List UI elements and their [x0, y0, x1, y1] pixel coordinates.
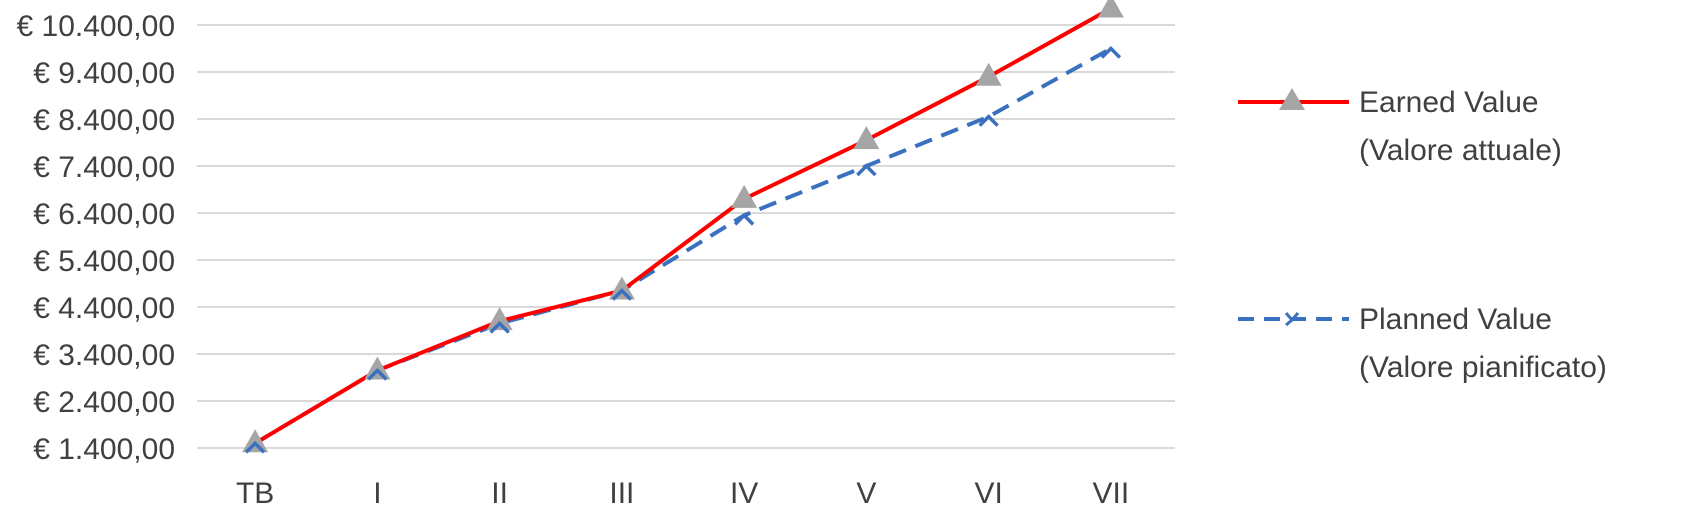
y-tick-label: € 9.400,00 [33, 57, 175, 90]
legend-label-planned-value-line2: (Valore pianificato) [1359, 351, 1607, 384]
x-tick-label: V [856, 477, 876, 510]
y-tick-label: € 8.400,00 [33, 104, 175, 137]
y-tick-label: € 2.400,00 [33, 386, 175, 419]
x-tick-label: I [373, 477, 381, 510]
legend-label-planned-value-line1: Planned Value [1359, 303, 1552, 336]
legend-label-earned-value-line1: Earned Value [1359, 86, 1539, 119]
y-tick-label: € 5.400,00 [33, 245, 175, 278]
legend-label-earned-value-line2: (Valore attuale) [1359, 134, 1562, 167]
legend: Earned Value (Valore attuale) Planned Va… [1238, 86, 1607, 384]
series-markers [242, 0, 1124, 454]
earned-value-point [853, 126, 880, 150]
x-axis-tick-labels: TB I II III IV V VI VII [236, 477, 1129, 510]
planned-value-point [367, 367, 388, 381]
earned-value-point [486, 307, 513, 331]
y-tick-label: € 3.400,00 [33, 339, 175, 372]
planned-value-point [489, 320, 510, 334]
x-tick-label: TB [236, 477, 274, 510]
legend-marker-earned-value [1279, 88, 1305, 110]
legend-marker-planned-value [1284, 312, 1300, 327]
y-tick-label: € 7.400,00 [33, 151, 175, 184]
x-tick-label: II [491, 477, 508, 510]
gridlines [197, 24, 1175, 449]
series-lines [254, 6, 1112, 446]
planned-value-point [611, 288, 633, 301]
earned-value-point [242, 429, 269, 453]
earned-value-point [731, 184, 758, 208]
x-tick-label: VI [974, 477, 1002, 510]
planned-value-point [978, 114, 999, 127]
planned-value-point [1100, 46, 1122, 59]
y-tick-label: € 4.400,00 [33, 292, 175, 325]
series-line-earned-value [254, 6, 1112, 446]
earned-value-point [1097, 0, 1124, 18]
earned-value-point [364, 356, 391, 380]
earned-value-point [608, 276, 635, 300]
y-tick-label: € 1.400,00 [33, 433, 175, 466]
y-tick-label: € 10.400,00 [17, 10, 175, 43]
planned-value-point [733, 212, 755, 226]
x-tick-label: VII [1093, 477, 1130, 510]
planned-value-point [856, 163, 877, 177]
y-tick-label: € 6.400,00 [33, 198, 175, 231]
legend-entry-earned-value: Earned Value (Valore attuale) [1238, 86, 1562, 167]
x-tick-label: III [609, 477, 634, 510]
series-line-planned-value [254, 46, 1112, 446]
y-axis-tick-labels: € 10.400,00 € 9.400,00 € 8.400,00 € 7.400,0… [17, 10, 175, 466]
planned-value-point [244, 440, 266, 454]
earned-value-point [975, 62, 1002, 86]
legend-entry-planned-value: Planned Value (Valore pianificato) [1238, 303, 1607, 384]
x-tick-label: IV [730, 477, 758, 510]
